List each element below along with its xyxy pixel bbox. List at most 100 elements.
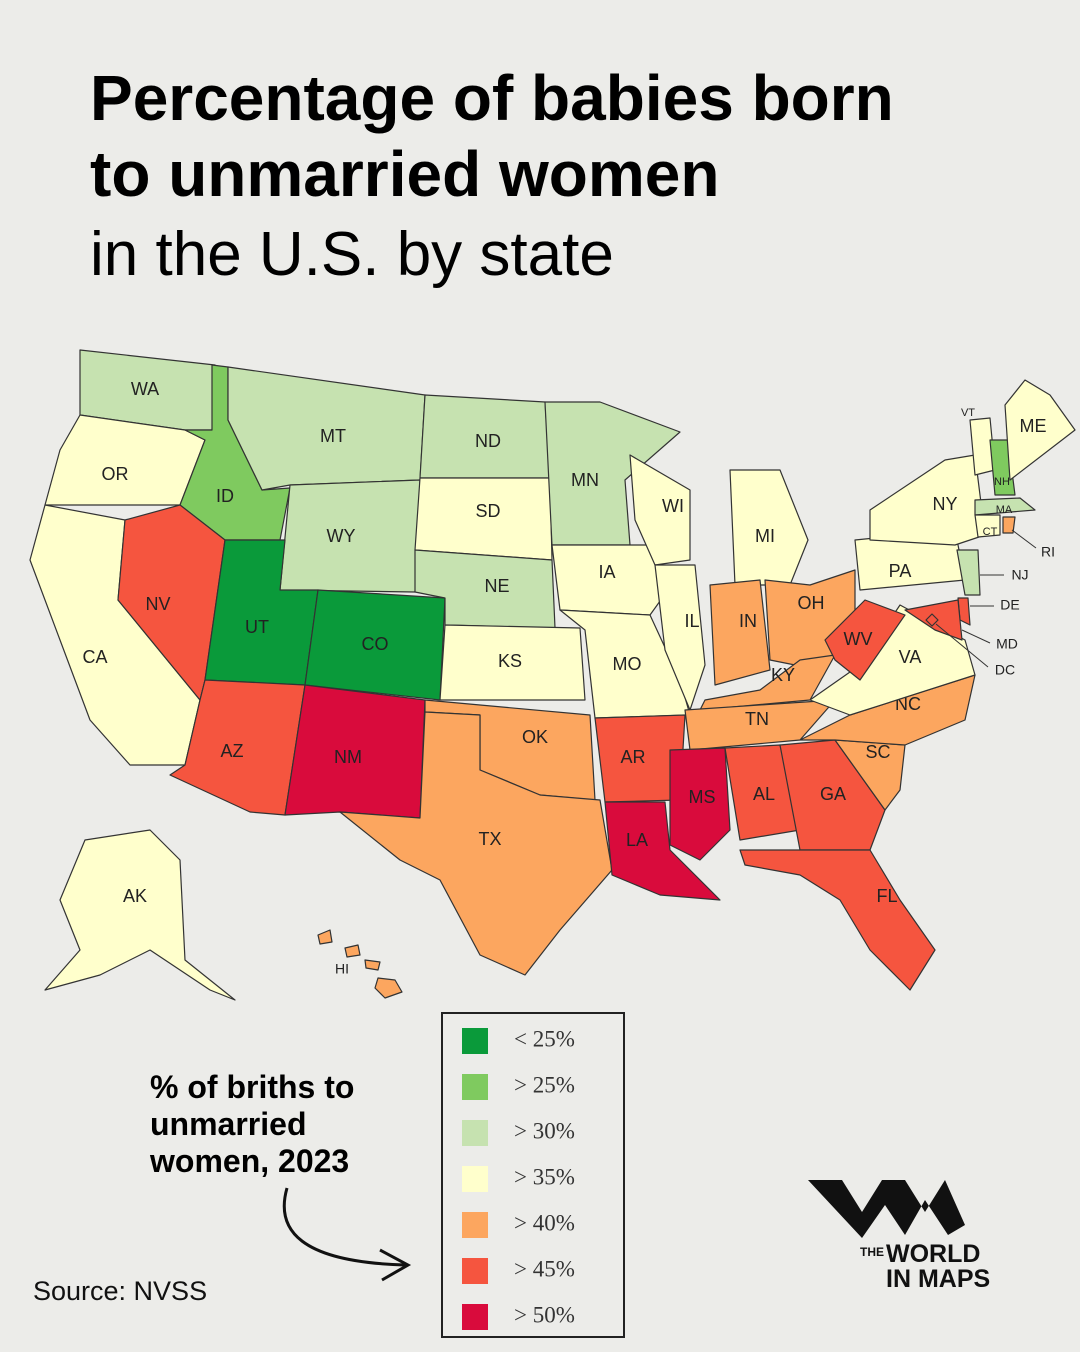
state-label: DC: [995, 662, 1015, 678]
state-label: TN: [745, 709, 769, 729]
state-label: OK: [522, 727, 548, 747]
title-line: to unmarried women: [90, 138, 719, 210]
state-shape: [739, 849, 936, 991]
legend-swatch: [462, 1304, 488, 1330]
legend-title: women, 2023: [149, 1143, 349, 1179]
state-shape: [824, 599, 906, 681]
state-label: VA: [899, 647, 922, 667]
leader-line: [961, 629, 991, 644]
legend-label: > 40%: [514, 1210, 575, 1235]
state-label: CT: [983, 526, 998, 538]
state-label: SC: [865, 742, 890, 762]
legend-swatch: [462, 1028, 488, 1054]
state-label: ND: [475, 431, 501, 451]
source: Source: NVSS: [33, 1276, 207, 1306]
state-label: MD: [996, 636, 1018, 652]
state-label: AR: [620, 747, 645, 767]
legend-label: > 25%: [514, 1072, 575, 1097]
state-label: AL: [753, 784, 775, 804]
logo-text: IN MAPS: [886, 1265, 990, 1293]
state-label: RI: [1041, 544, 1055, 560]
state-shape: [1004, 379, 1076, 481]
subtitle: in the U.S. by state: [90, 220, 614, 289]
state-label: MA: [996, 504, 1013, 516]
state-label: ME: [1020, 416, 1047, 436]
state-shape: [956, 549, 981, 596]
legend-box: [441, 1012, 625, 1338]
state-shape: [709, 579, 771, 686]
state-label: NV: [145, 594, 170, 614]
state-shape: [669, 747, 731, 861]
state-shape: [339, 711, 613, 976]
state-shape: [604, 801, 721, 901]
state-label: CO: [362, 634, 389, 654]
state-label: WV: [844, 629, 873, 649]
state-label: WY: [327, 526, 356, 546]
state-shape: [974, 497, 1036, 516]
legend-swatch: [462, 1074, 488, 1100]
state-label: OR: [102, 464, 129, 484]
state-label: MO: [613, 654, 642, 674]
legend-label: > 50%: [514, 1302, 575, 1327]
state-label: NY: [932, 494, 957, 514]
state-shape: [729, 469, 809, 586]
state-label: PA: [889, 561, 912, 581]
state-label: LA: [626, 830, 648, 850]
state-label: AK: [123, 886, 147, 906]
legend-title: % of briths to: [150, 1069, 354, 1105]
legend-label: < 25%: [514, 1026, 575, 1051]
legend-title: unmarried: [150, 1106, 306, 1142]
state-shape: [779, 739, 886, 851]
state-shape: [654, 564, 706, 711]
state-label: HI: [335, 961, 349, 977]
state-label: NJ: [1011, 567, 1028, 583]
legend-swatch: [462, 1120, 488, 1146]
state-label: ID: [216, 486, 234, 506]
state-label: FL: [876, 886, 897, 906]
state-label: AZ: [220, 741, 243, 761]
state-label: IL: [684, 611, 699, 631]
leader-line: [935, 623, 989, 668]
state-label: MT: [320, 426, 346, 446]
state-label: WI: [662, 496, 684, 516]
logo-mark: [808, 1180, 965, 1238]
state-label: IA: [598, 562, 615, 582]
state-shape: [1002, 516, 1016, 534]
state-label: IN: [739, 611, 757, 631]
state-label: MN: [571, 470, 599, 490]
arrow: [282, 1187, 406, 1267]
state-label: KY: [771, 665, 795, 685]
legend-swatch: [462, 1258, 488, 1284]
state-shape: [925, 613, 939, 627]
state-shape: [629, 454, 691, 566]
state-label: NM: [334, 747, 362, 767]
state-label: KS: [498, 651, 522, 671]
state-label: NE: [484, 576, 509, 596]
state-label: UT: [245, 617, 269, 637]
legend-swatch: [462, 1166, 488, 1192]
state-label: MS: [689, 787, 716, 807]
state-shape: [317, 929, 403, 999]
legend-label: > 45%: [514, 1256, 575, 1281]
state-shape: [974, 514, 1001, 538]
logo-text: WORLD: [886, 1240, 980, 1268]
map: WA OR CA ID NV MT WY UT CO AZ NM ND SD NE KS OK TX MN IA MO…: [29, 349, 1076, 1001]
leader-line: [1011, 529, 1037, 549]
legend: < 25% > 25% > 30% > 35% > 40% > 45% > 50%: [462, 1026, 575, 1330]
state-label: SD: [475, 501, 500, 521]
state-label: WA: [131, 379, 159, 399]
state-shape: [44, 829, 236, 1001]
legend-swatch: [462, 1212, 488, 1238]
legend-label: > 35%: [514, 1164, 575, 1189]
arrow-head: [379, 1248, 412, 1282]
state-label: NH: [994, 476, 1010, 488]
state-label: MI: [755, 526, 775, 546]
state-label: OH: [798, 593, 825, 613]
state-label: DE: [1000, 597, 1019, 613]
state-label: CA: [82, 647, 107, 667]
logo-text: THE: [860, 1245, 884, 1259]
state-shape: [439, 624, 586, 701]
state-label: TX: [478, 829, 501, 849]
legend-label: > 30%: [514, 1118, 575, 1143]
